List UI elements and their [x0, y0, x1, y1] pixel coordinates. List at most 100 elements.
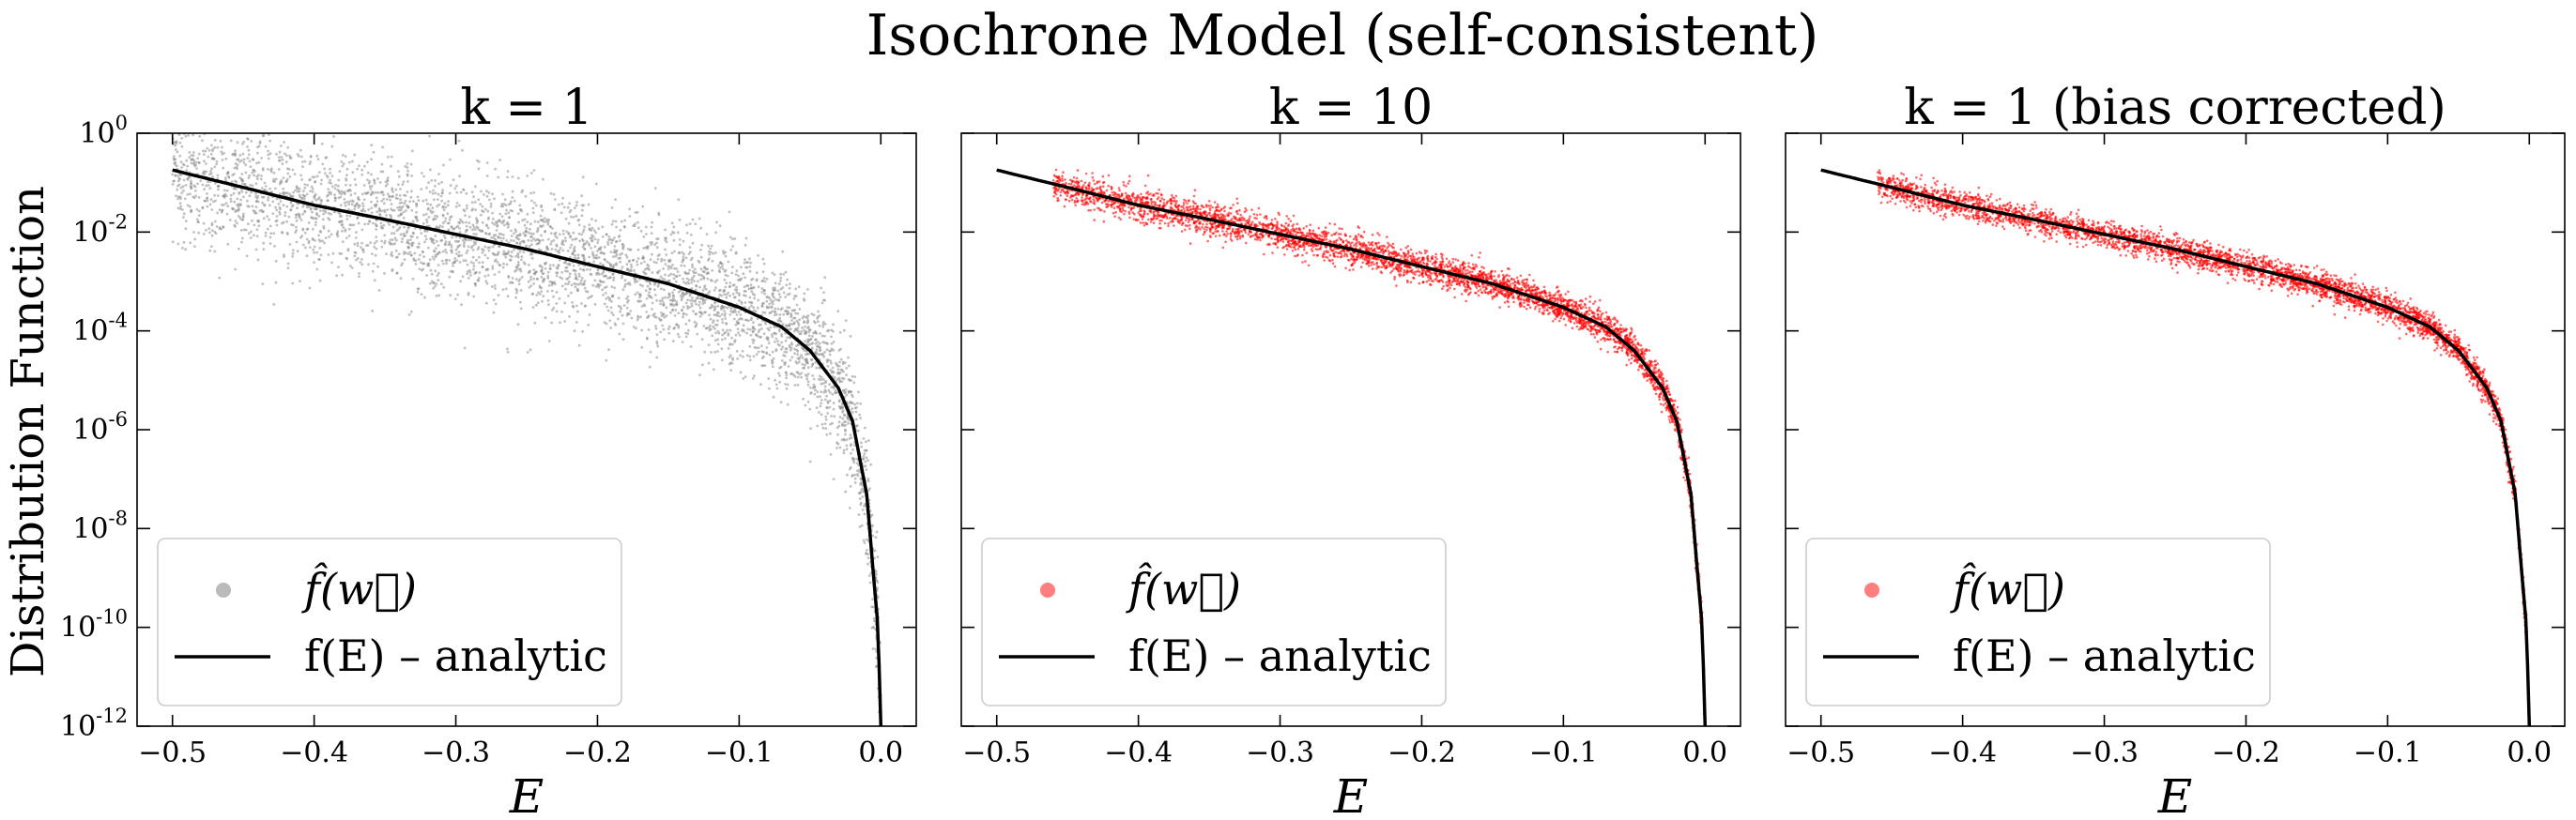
scatter-point: [242, 195, 245, 199]
scatter-point: [735, 291, 739, 295]
scatter-point: [762, 355, 765, 358]
scatter-point: [499, 236, 502, 240]
scatter-point: [282, 204, 285, 207]
scatter-point: [185, 159, 189, 162]
scatter-point: [319, 182, 323, 186]
scatter-point: [572, 231, 575, 235]
scatter-point: [708, 306, 712, 310]
scatter-point: [804, 363, 806, 367]
scatter-point: [655, 237, 658, 240]
scatter-point: [313, 207, 316, 211]
scatter-point: [247, 153, 251, 157]
scatter-point: [838, 416, 842, 418]
scatter-point: [186, 164, 190, 168]
scatter-point: [789, 358, 792, 362]
scatter-point: [345, 214, 349, 218]
scatter-point: [399, 198, 402, 202]
scatter-point: [664, 296, 667, 299]
scatter-point: [180, 144, 184, 148]
scatter-point: [768, 296, 771, 299]
scatter-point: [802, 366, 805, 370]
scatter-point: [319, 230, 323, 234]
scatter-point: [547, 237, 550, 241]
scatter-point: [252, 209, 255, 213]
scatter-point: [1507, 305, 1510, 309]
scatter-point: [398, 194, 402, 197]
scatter-point: [618, 332, 621, 336]
scatter-point: [828, 349, 832, 353]
scatter-point: [731, 357, 734, 360]
scatter-point: [675, 300, 679, 304]
scatter-point: [312, 248, 315, 251]
scatter-point: [747, 287, 751, 291]
scatter-point: [409, 162, 413, 166]
scatter-point: [832, 478, 836, 481]
scatter-point: [247, 148, 251, 152]
scatter-point: [845, 438, 849, 442]
scatter-point: [221, 129, 223, 131]
scatter-point: [746, 327, 750, 331]
scatter-point: [760, 280, 764, 282]
scatter-point: [848, 437, 851, 440]
scatter-point: [620, 220, 623, 223]
scatter-point: [840, 380, 844, 384]
scatter-point: [778, 296, 782, 298]
scatter-point: [372, 150, 376, 154]
scatter-point: [192, 154, 195, 158]
scatter-point: [216, 145, 220, 149]
scatter-point: [462, 243, 466, 246]
scatter-point: [676, 231, 680, 235]
scatter-point: [334, 183, 337, 187]
scatter-point: [603, 258, 606, 262]
scatter-point: [526, 351, 529, 354]
scatter-point: [806, 288, 809, 291]
scatter-point: [487, 191, 491, 194]
scatter-point: [734, 251, 738, 255]
scatter-point: [467, 277, 470, 280]
scatter-point: [210, 229, 214, 233]
scatter-point: [246, 157, 250, 160]
scatter-point: [819, 395, 821, 399]
scatter-point: [536, 277, 539, 281]
scatter-point: [596, 238, 600, 242]
scatter-point: [699, 249, 702, 251]
scatter-point: [484, 207, 487, 211]
scatter-point: [389, 195, 391, 199]
scatter-point: [311, 210, 314, 214]
scatter-point: [326, 175, 330, 179]
scatter-point: [274, 281, 278, 284]
y-tick-label: 10-10: [60, 606, 128, 645]
scatter-point: [314, 198, 318, 202]
scatter-point: [322, 212, 325, 216]
scatter-point: [302, 194, 306, 198]
scatter-point: [814, 388, 817, 392]
scatter-point: [176, 197, 180, 201]
scatter-point: [517, 237, 521, 241]
scatter-point: [369, 193, 373, 197]
scatter-point: [698, 373, 701, 377]
scatter-point: [406, 190, 409, 193]
scatter-point: [361, 202, 364, 205]
scatter-point: [478, 261, 481, 265]
scatter-point: [623, 279, 627, 282]
scatter-point: [784, 270, 788, 274]
scatter-point: [808, 328, 811, 332]
scatter-point: [240, 190, 244, 193]
scatter-point: [481, 261, 484, 265]
scatter-point: [820, 422, 824, 426]
scatter-point: [360, 168, 364, 172]
scatter-point: [174, 144, 177, 147]
scatter-point: [255, 228, 259, 232]
scatter-point: [441, 189, 444, 192]
scatter-point: [380, 190, 384, 194]
scatter-point: [311, 227, 314, 231]
scatter-point: [655, 261, 658, 265]
scatter-point: [454, 252, 458, 255]
scatter-point: [832, 387, 836, 389]
scatter-point: [224, 157, 228, 160]
scatter-point: [1207, 205, 1210, 207]
scatter-point: [406, 180, 409, 183]
scatter-point: [671, 340, 675, 342]
scatter-point: [471, 223, 475, 227]
scatter-point: [837, 364, 841, 368]
